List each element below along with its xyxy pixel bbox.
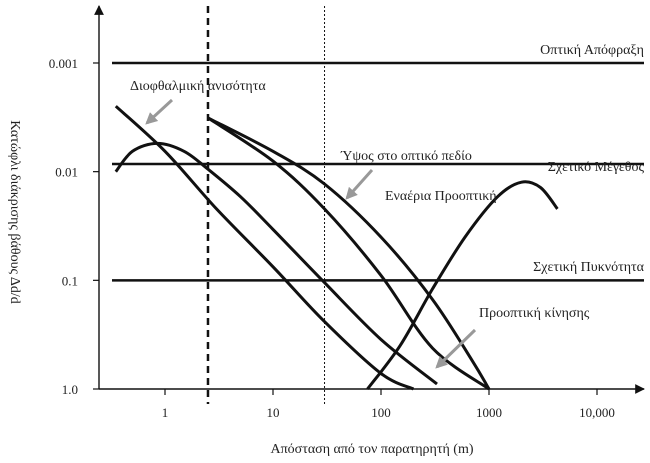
y-axis-title: Κατώφλι διάκρισης βάθους Δd/d [7, 120, 22, 303]
y-tick-label: 0.1 [62, 273, 78, 288]
cue-labels: Οπτική Απόφραξη Διοφθαλμική ανισότητα Ύψος… [130, 43, 645, 321]
reference-vertical-lines [206, 6, 326, 404]
aerial-perspective-label: Εναέρια Προοπτική [385, 189, 497, 204]
y-tick-label: 0.001 [49, 56, 78, 71]
x-tick-label: 1000 [476, 405, 502, 420]
aerial-perspective-curve [366, 180, 559, 390]
height-in-field-curve [207, 116, 491, 390]
axes [94, 5, 645, 394]
cue-curves [114, 105, 559, 391]
occlusion-label: Οπτική Απόφραξη [540, 43, 644, 58]
motion-perspective-label: Προοπτική κίνησης [479, 306, 590, 321]
x-tick-label: 100 [371, 405, 391, 420]
height-in-field-label: Ύψος στο οπτικό πεδίο [340, 149, 472, 164]
x-tick-label: 10 [267, 405, 280, 420]
binocular-disparity-pointer [145, 98, 174, 125]
relative-size-label: Σχετικό Μέγεθος [548, 160, 645, 175]
x-axis-title: Απόσταση από τον παρατηρητή (m) [270, 442, 473, 457]
convergence-accommodation-curve [114, 141, 438, 386]
height-in-field-pointer [345, 169, 374, 200]
x-tick-label: 1 [162, 405, 169, 420]
label-pointers [145, 98, 477, 369]
motion-perspective-curve [207, 116, 490, 391]
binocular-disparity-label: Διοφθαλμική ανισότητα [130, 79, 266, 94]
y-tick-label: 0.01 [55, 165, 78, 180]
axis-ticks: 1 10 100 1000 10,000 0.001 0.01 0.1 1.0 [49, 56, 615, 420]
motion-perspective-pointer [435, 328, 477, 369]
x-tick-label: 10,000 [579, 405, 615, 420]
y-tick-label: 1.0 [62, 382, 78, 397]
relative-density-label: Σχετική Πυκνότητα [533, 260, 645, 275]
